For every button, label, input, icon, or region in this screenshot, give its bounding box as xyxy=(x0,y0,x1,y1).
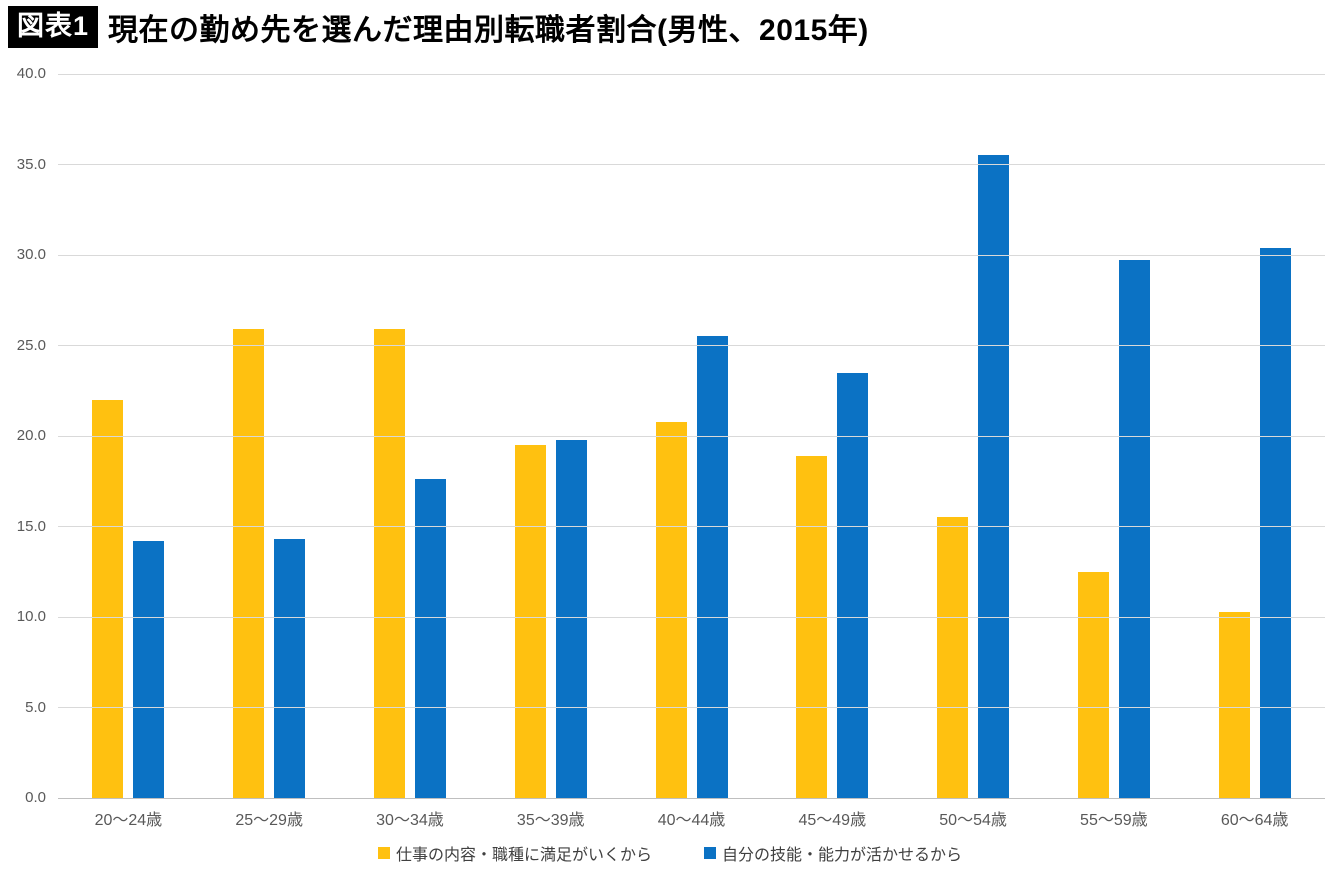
gridline xyxy=(58,526,1325,527)
bar xyxy=(696,336,728,798)
figure-header: 図表1 現在の勤め先を選んだ理由別転職者割合(男性、2015年) xyxy=(8,5,869,49)
legend-swatch-icon xyxy=(377,847,390,859)
x-axis-tick-label: 60〜64歳 xyxy=(1220,812,1289,829)
plot-area xyxy=(58,73,1325,799)
x-axis-tick-label: 35〜39歳 xyxy=(516,812,585,829)
legend: 仕事の内容・職種に満足がいくから 自分の技能・能力が活かせるから xyxy=(0,841,1340,865)
y-axis-tick-label: 10.0 xyxy=(16,608,46,625)
category-group xyxy=(480,74,621,798)
gridline xyxy=(58,73,1325,75)
x-axis: 20〜24歳 25〜29歳 30〜34歳 35〜39歳 40〜44歳 45〜49歳 50〜5… xyxy=(58,806,1325,830)
y-axis: 0.0 5.0 10.0 15.0 20.0 25.0 30.0 35.0 40.0 xyxy=(0,65,46,806)
bar xyxy=(555,439,587,798)
y-axis-tick-label: 15.0 xyxy=(16,517,46,535)
legend-item: 仕事の内容・職種に満足がいくから xyxy=(377,841,652,865)
category-group xyxy=(340,74,481,798)
bar xyxy=(978,155,1010,798)
y-axis-tick-label: 40.0 xyxy=(16,65,46,82)
category-group xyxy=(621,74,762,798)
bar xyxy=(1259,247,1291,798)
figure-title: 現在の勤め先を選んだ理由別転職者割合(男性、2015年) xyxy=(108,14,869,47)
bar xyxy=(1077,571,1109,798)
x-axis-baseline xyxy=(58,797,1325,799)
x-axis-tick-label: 55〜59歳 xyxy=(1080,812,1148,829)
bar xyxy=(514,445,546,798)
bar xyxy=(1118,260,1150,798)
bar xyxy=(796,455,828,798)
y-axis-tick-label: 30.0 xyxy=(16,246,46,263)
legend-swatch-icon xyxy=(704,847,716,859)
gridline xyxy=(58,707,1325,708)
x-axis-tick-label: 25〜29歳 xyxy=(235,812,303,829)
category-group xyxy=(762,74,903,798)
bar xyxy=(133,540,165,798)
bar xyxy=(233,329,265,798)
gridline xyxy=(58,164,1325,165)
y-axis-tick-label: 25.0 xyxy=(16,336,46,354)
bar xyxy=(92,399,124,798)
x-axis-tick-label: 50〜54歳 xyxy=(939,812,1007,829)
bar xyxy=(837,372,869,798)
category-group xyxy=(1043,74,1184,798)
y-axis-tick-label: 5.0 xyxy=(25,698,46,716)
legend-label: 自分の技能・能力が活かせるから xyxy=(722,847,963,864)
category-group xyxy=(903,74,1044,798)
bar xyxy=(1218,611,1250,798)
x-axis-tick-label: 30〜34歳 xyxy=(376,812,444,829)
bar xyxy=(414,479,446,798)
bar xyxy=(274,539,306,798)
bar xyxy=(373,329,405,798)
legend-label: 仕事の内容・職種に満足がいくから xyxy=(395,847,652,864)
bars-row xyxy=(58,74,1325,798)
bar xyxy=(655,421,687,798)
category-group xyxy=(58,74,199,798)
y-axis-tick-label: 35.0 xyxy=(16,155,46,173)
gridline xyxy=(58,254,1325,256)
y-axis-tick-label: 0.0 xyxy=(25,789,46,806)
gridline xyxy=(58,435,1325,437)
category-group xyxy=(199,74,340,798)
category-group xyxy=(1184,74,1325,798)
x-axis-tick-label: 45〜49歳 xyxy=(798,812,867,829)
x-axis-tick-label: 20〜24歳 xyxy=(94,812,163,829)
gridline xyxy=(58,616,1325,618)
figure-badge: 図表1 xyxy=(8,6,99,48)
x-axis-tick-label: 40〜44歳 xyxy=(657,812,726,829)
legend-item: 自分の技能・能力が活かせるから xyxy=(704,841,962,865)
gridline xyxy=(58,345,1325,346)
bar xyxy=(937,517,969,798)
y-axis-tick-label: 20.0 xyxy=(16,427,46,444)
